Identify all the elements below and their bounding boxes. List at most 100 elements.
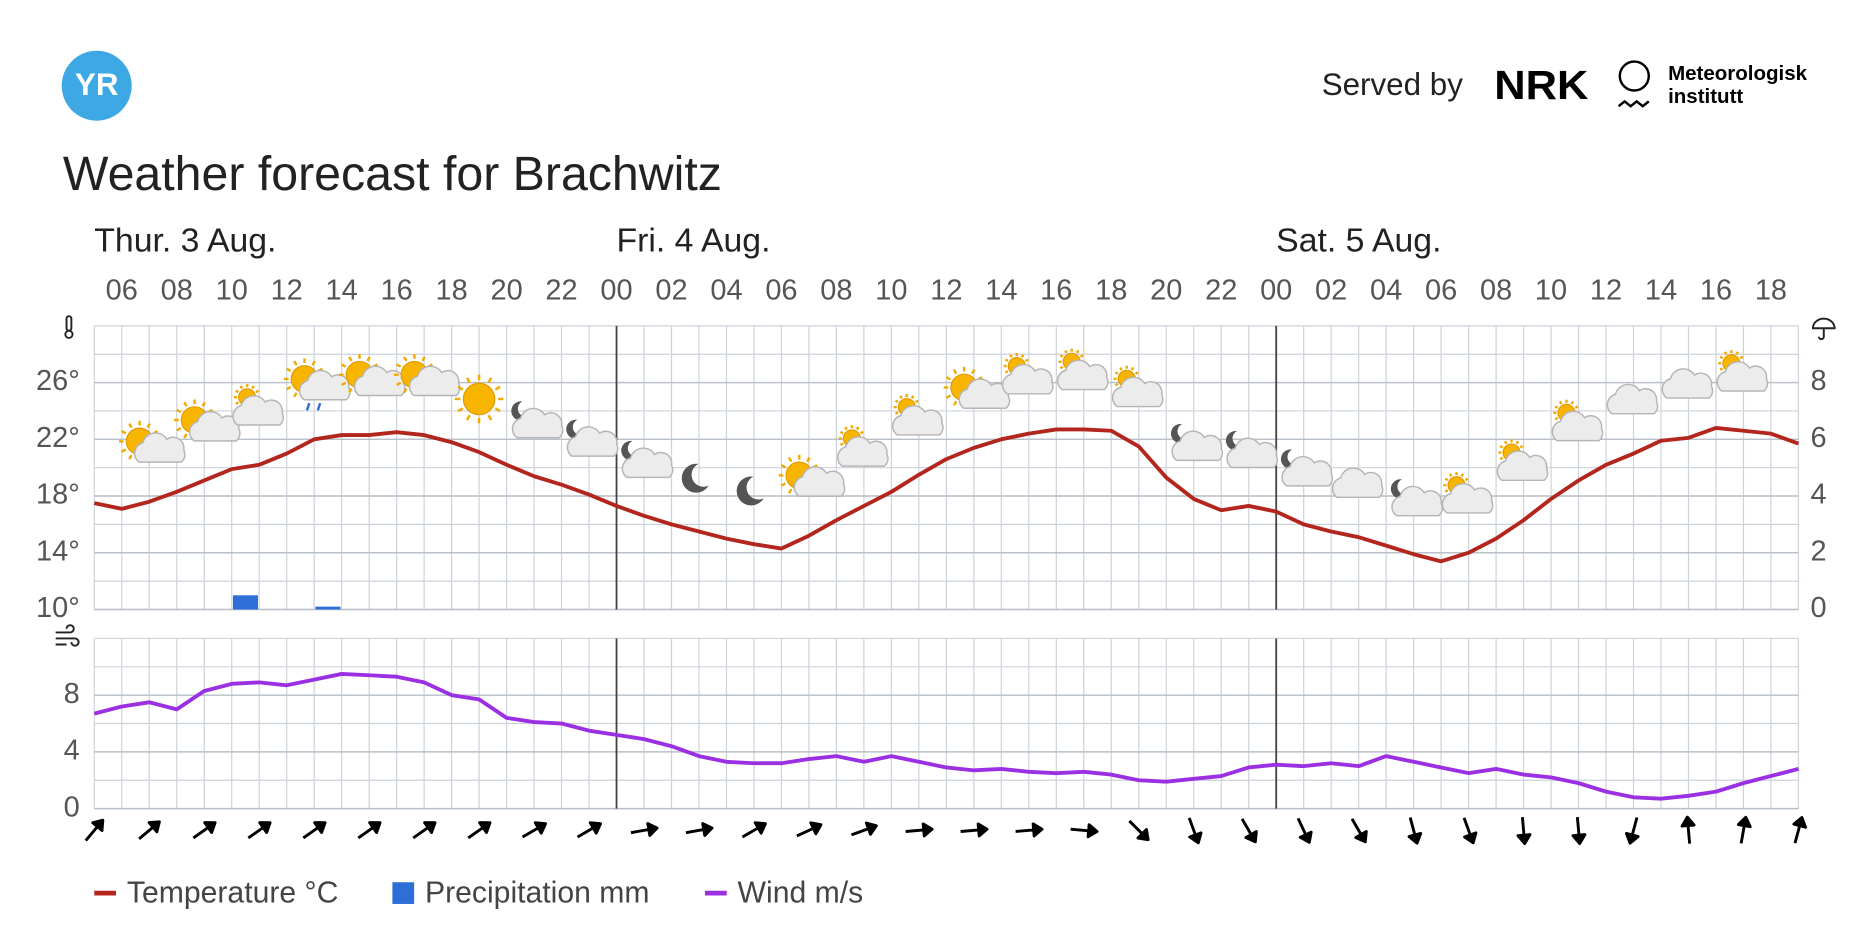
cloud (566, 426, 619, 457)
sun-ray (894, 399, 899, 404)
met-name: institutt (1668, 85, 1743, 108)
sun-ray (1130, 366, 1135, 371)
wind-arrow (1680, 815, 1696, 844)
sun-ray (255, 389, 260, 394)
wind-arrow (467, 821, 492, 840)
moon (1390, 479, 1409, 499)
y2-tick-label: 8 (1811, 365, 1827, 397)
wind-arrow (1296, 817, 1313, 844)
umbrella-icon (1811, 317, 1836, 341)
sun-ray (1460, 473, 1465, 477)
wind-arrow (84, 818, 105, 842)
weather-symbol (1111, 365, 1164, 408)
sun-ray (806, 456, 811, 463)
sun-ray (1719, 367, 1724, 371)
sun-ray (457, 385, 464, 391)
hour-label: 18 (1755, 275, 1787, 307)
cloud (836, 436, 889, 467)
hour-label: 12 (1590, 275, 1622, 307)
sun-ray (293, 360, 298, 366)
sun-ray (1464, 477, 1469, 482)
weather-symbol (1280, 449, 1334, 487)
moon (511, 401, 530, 421)
nrk-logo: NRK (1494, 62, 1589, 108)
hour-label: 04 (1370, 275, 1402, 307)
sun-ray (176, 427, 182, 432)
sun-ray (1574, 405, 1579, 409)
wind-arrow (1350, 818, 1368, 844)
wind-arrow (1792, 816, 1807, 844)
wind-arrow (1128, 819, 1150, 842)
cloud (232, 395, 285, 426)
cloud (621, 447, 674, 479)
sun-ray (1719, 355, 1724, 360)
hour-label: 08 (820, 275, 852, 307)
sun-ray (839, 442, 844, 446)
moon (621, 440, 640, 461)
hour-label: 06 (1425, 275, 1457, 307)
cloud (133, 432, 186, 463)
sun-ray (183, 401, 188, 407)
y-tick-label: 26° (36, 365, 80, 397)
sun-ray (780, 464, 787, 469)
cloud (298, 369, 351, 401)
title: Weather forecast for Brachwitz (63, 147, 722, 201)
hour-label: 02 (1315, 275, 1347, 307)
sun-ray (1515, 440, 1520, 445)
legend-label: Temperature °C (127, 876, 339, 909)
weather-symbol (393, 354, 461, 397)
sun-ray (914, 399, 919, 404)
sun-ray (457, 407, 464, 413)
day-label: Thur. 3 Aug. (94, 222, 276, 260)
weather-symbol (736, 476, 764, 506)
wind-arrow (960, 822, 989, 838)
hour-label: 18 (1095, 275, 1127, 307)
sun-ray (860, 430, 864, 435)
wind-arrow (1624, 817, 1640, 845)
hour-label: 22 (545, 275, 577, 307)
sun-ray (1009, 354, 1013, 358)
sun-ray (952, 400, 958, 406)
weather-symbol (836, 425, 889, 467)
sun-ray (787, 456, 793, 463)
sun-ray (403, 387, 408, 394)
sun-ray (235, 389, 239, 394)
sun-ray (286, 385, 292, 391)
sun-ray (839, 430, 844, 435)
weather-symbol (174, 399, 241, 442)
sun-ray (1735, 351, 1739, 356)
met-name: Meteorologisk (1668, 62, 1808, 85)
sun-ray (1004, 358, 1009, 363)
sun-ray (128, 454, 133, 460)
sun-ray (1448, 473, 1453, 477)
weather-symbol (681, 463, 709, 493)
sun-ray (1114, 371, 1119, 375)
weather-symbol (283, 358, 351, 411)
precipitation-bar (232, 595, 259, 610)
weather-symbol (621, 440, 674, 479)
moon (566, 419, 585, 439)
sun-ray (201, 401, 206, 407)
weather-symbol (338, 354, 406, 397)
hour-label: 06 (106, 275, 138, 307)
hour-label: 20 (490, 275, 522, 307)
wind-arrow (1240, 818, 1258, 844)
weather-symbol (1441, 472, 1494, 514)
sun-ray (945, 376, 951, 381)
cloud (1661, 368, 1714, 399)
sun-ray (971, 369, 976, 375)
served-by: Served by (1322, 67, 1464, 102)
sun-ray (366, 356, 371, 362)
weather-symbol (778, 454, 846, 497)
rain-drop (316, 402, 322, 411)
hour-label: 12 (930, 275, 962, 307)
wind-line (93, 672, 1799, 801)
day-label: Sat. 5 Aug. (1276, 222, 1441, 260)
y2-tick-label: 4 (1811, 479, 1827, 511)
weather-symbol (891, 394, 944, 436)
legend-label: Wind m/s (738, 876, 864, 909)
hour-label: 10 (216, 275, 248, 307)
sun-ray (1519, 444, 1524, 449)
